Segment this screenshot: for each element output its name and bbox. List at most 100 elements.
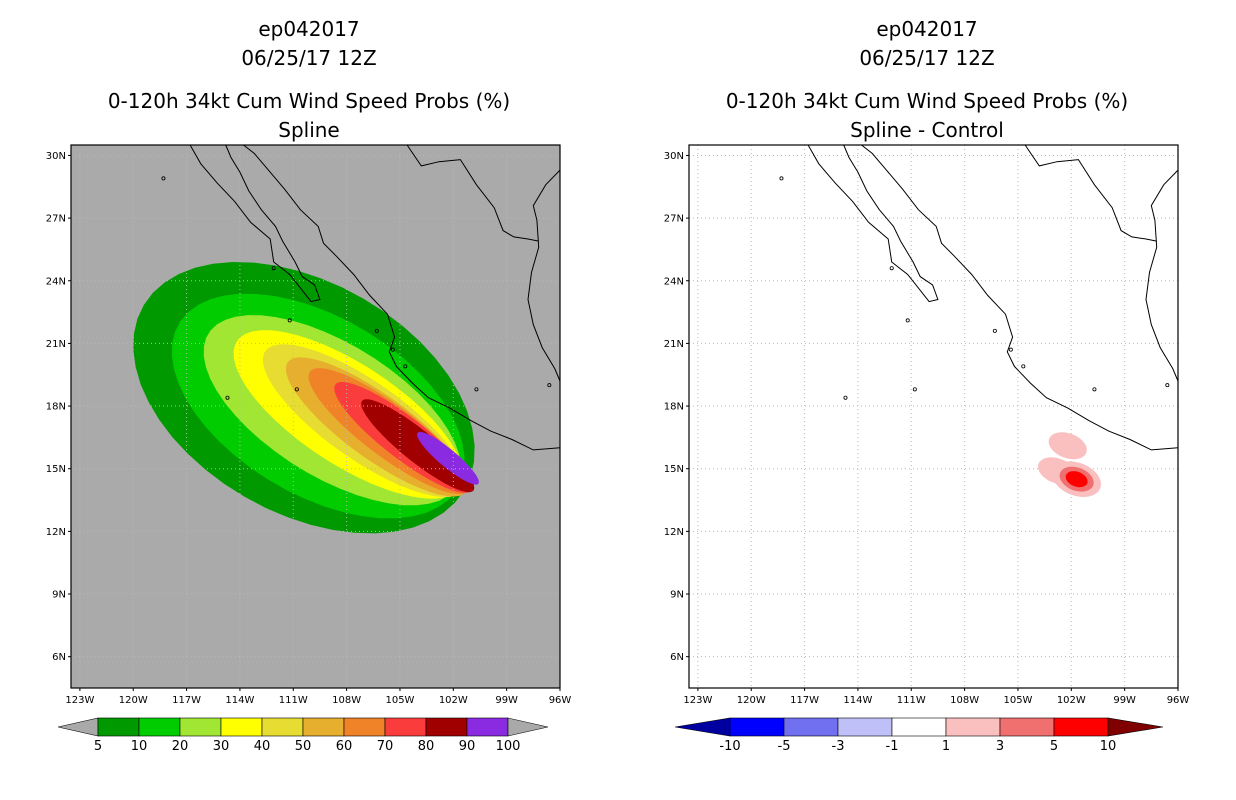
island [161, 176, 166, 181]
colorbar-swatch [999, 717, 1055, 737]
colorbar-swatch [343, 717, 386, 737]
island [271, 266, 276, 271]
island [287, 318, 292, 323]
colorbar-swatch [138, 717, 181, 737]
product-subtitle: Spline [278, 118, 340, 142]
lat-tick-label: 15N [664, 464, 684, 475]
coastline [243, 144, 561, 451]
lon-tick-label: 117W [172, 695, 201, 706]
colorbar-swatch [179, 717, 222, 737]
island [225, 395, 230, 400]
lon-tick-label: 99W [1113, 695, 1136, 706]
island [403, 364, 408, 369]
island [912, 387, 917, 392]
coastline [1145, 169, 1179, 382]
island [474, 387, 479, 392]
colorbar-label: 5 [94, 739, 102, 754]
colorbar-label: 90 [459, 739, 476, 754]
colorbar-swatch [729, 717, 785, 737]
colorbar-swatch [945, 717, 1001, 737]
colorbar-label: 3 [996, 739, 1004, 754]
colorbar-label: -10 [719, 739, 740, 754]
product-subtitle: Spline - Control [850, 118, 1004, 142]
island [374, 328, 379, 333]
island [1165, 383, 1170, 388]
colorbar-label: -5 [778, 739, 791, 754]
colorbar-swatch [261, 717, 304, 737]
colorbar-high-arrow [507, 717, 549, 737]
colorbar-label: 1 [942, 739, 950, 754]
lon-tick-label: 105W [385, 695, 414, 706]
island [294, 387, 299, 392]
coastline [1024, 144, 1157, 242]
lat-tick-label: 21N [664, 339, 684, 350]
lon-tick-label: 102W [439, 695, 468, 706]
colorbar-swatch [384, 717, 427, 737]
lon-tick-label: 96W [549, 695, 572, 706]
lon-tick-label: 105W [1003, 695, 1032, 706]
lon-tick-label: 102W [1057, 695, 1086, 706]
colorbar-swatch [220, 717, 263, 737]
lat-tick-label: 15N [46, 464, 66, 475]
right-map: 30N 27N 24N 21N 18N 15N 12N 9N 6N 123W 120W 117W 114… [664, 144, 1189, 754]
lon-tick-label: 114W [843, 695, 872, 706]
lat-tick-label: 27N [46, 214, 66, 225]
colorbar-swatch [425, 717, 468, 737]
lon-tick-label: 114W [225, 695, 254, 706]
lat-tick-label: 9N [670, 590, 684, 601]
left-title: ep042017 06/25/17 12Z 0-120h 34kt Cum Wi… [0, 15, 618, 145]
lat-tick-label: 6N [52, 652, 66, 663]
lat-tick-label: 18N [46, 402, 66, 413]
colorbar-swatch [97, 717, 140, 737]
forecast-time: 06/25/17 12Z [241, 46, 377, 70]
lon-tick-label: 111W [897, 695, 926, 706]
island [992, 328, 997, 333]
lat-tick-label: 30N [664, 151, 684, 162]
colorbar-swatch [891, 717, 947, 737]
lat-tick-label: 12N [664, 527, 684, 538]
forecast-time: 06/25/17 12Z [859, 46, 995, 70]
lon-tick-label: 108W [950, 695, 979, 706]
colorbar-label: 50 [295, 739, 312, 754]
lat-tick-label: 18N [664, 402, 684, 413]
storm-id: ep042017 [258, 17, 360, 41]
island [1021, 364, 1026, 369]
right-map-background [689, 145, 1178, 688]
map-frame [70, 144, 561, 689]
lon-tick-label: 120W [119, 695, 148, 706]
right-panel: ep042017 06/25/17 12Z 0-120h 34kt Cum Wi… [618, 0, 1236, 800]
colorbar-swatch [466, 717, 509, 737]
anomaly-core [1065, 471, 1088, 488]
colorbar-swatch [1053, 717, 1109, 737]
product-title: 0-120h 34kt Cum Wind Speed Probs (%) [725, 89, 1129, 113]
right-title: ep042017 06/25/17 12Z 0-120h 34kt Cum Wi… [618, 15, 1236, 145]
colorbar-high-arrow [1107, 717, 1164, 737]
colorbar-swatch [837, 717, 893, 737]
island [1008, 347, 1013, 352]
island [547, 383, 552, 388]
colorbar-label: 30 [213, 739, 230, 754]
lat-tick-label: 6N [670, 652, 684, 663]
island [779, 176, 784, 181]
colorbar-label: 100 [496, 739, 521, 754]
colorbar-label: 20 [172, 739, 189, 754]
lon-tick-label: 108W [332, 695, 361, 706]
coastline [861, 144, 1179, 451]
colorbar-swatch [783, 717, 839, 737]
colorbar-label: 10 [1100, 739, 1117, 754]
lon-tick-label: 123W [65, 695, 94, 706]
lat-tick-label: 30N [46, 151, 66, 162]
coastline [406, 144, 539, 242]
island [390, 347, 395, 352]
lat-tick-label: 24N [664, 276, 684, 287]
lon-tick-label: 117W [790, 695, 819, 706]
colorbar-label: 5 [1050, 739, 1058, 754]
lat-tick-label: 27N [664, 214, 684, 225]
lat-tick-label: 9N [52, 590, 66, 601]
left-map: 30N 27N 24N 21N 18N 15N 12N 9N 6N 123W 120W 117W 114… [46, 144, 572, 754]
lat-tick-label: 24N [46, 276, 66, 287]
island [889, 266, 894, 271]
colorbar-label: -1 [886, 739, 899, 754]
colorbar-low-arrow [674, 717, 731, 737]
lon-tick-label: 111W [279, 695, 308, 706]
